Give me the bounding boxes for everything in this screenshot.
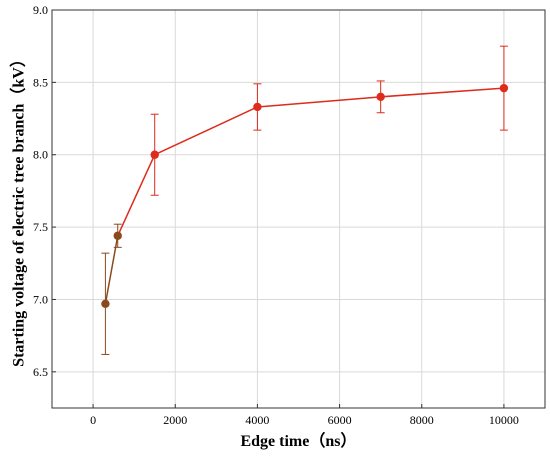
y-tick-label: 8.0 — [33, 148, 48, 162]
y-tick-label: 7.5 — [33, 220, 48, 234]
data-point — [150, 150, 159, 159]
data-point — [253, 102, 262, 112]
x-axis-ticks: 0 2000 4000 6000 8000 10000 — [90, 404, 519, 427]
series-line-segment — [380, 87, 504, 98]
x-tick-label: 8000 — [410, 413, 434, 427]
x-tick-label: 10000 — [489, 413, 519, 427]
y-tick-label: 9.0 — [33, 3, 48, 17]
y-axis-ticks: 6.5 7.0 7.5 8.0 8.5 9.0 — [33, 3, 56, 379]
x-tick-label: 0 — [90, 413, 96, 427]
series-line-segment — [257, 96, 381, 108]
data-point — [101, 299, 110, 308]
y-axis-label: Starting voltage of electric tree branch… — [10, 51, 28, 367]
x-tick-label: 2000 — [163, 413, 187, 427]
series-line-segment — [154, 106, 258, 156]
x-axis-label: Edge time（ns） — [240, 432, 356, 450]
series-line-segment — [117, 154, 156, 237]
series-line-segment — [104, 235, 119, 304]
y-tick-label: 6.5 — [33, 365, 48, 379]
data-point — [376, 92, 385, 102]
grid — [52, 9, 545, 408]
plot-area-frame — [51, 9, 546, 409]
data-point — [499, 83, 509, 93]
series-red — [101, 45, 509, 355]
data-point — [113, 231, 122, 240]
x-tick-label: 6000 — [328, 413, 352, 427]
y-tick-label: 8.5 — [33, 75, 48, 89]
x-tick-label: 4000 — [245, 413, 269, 427]
y-tick-label: 7.0 — [33, 292, 48, 306]
